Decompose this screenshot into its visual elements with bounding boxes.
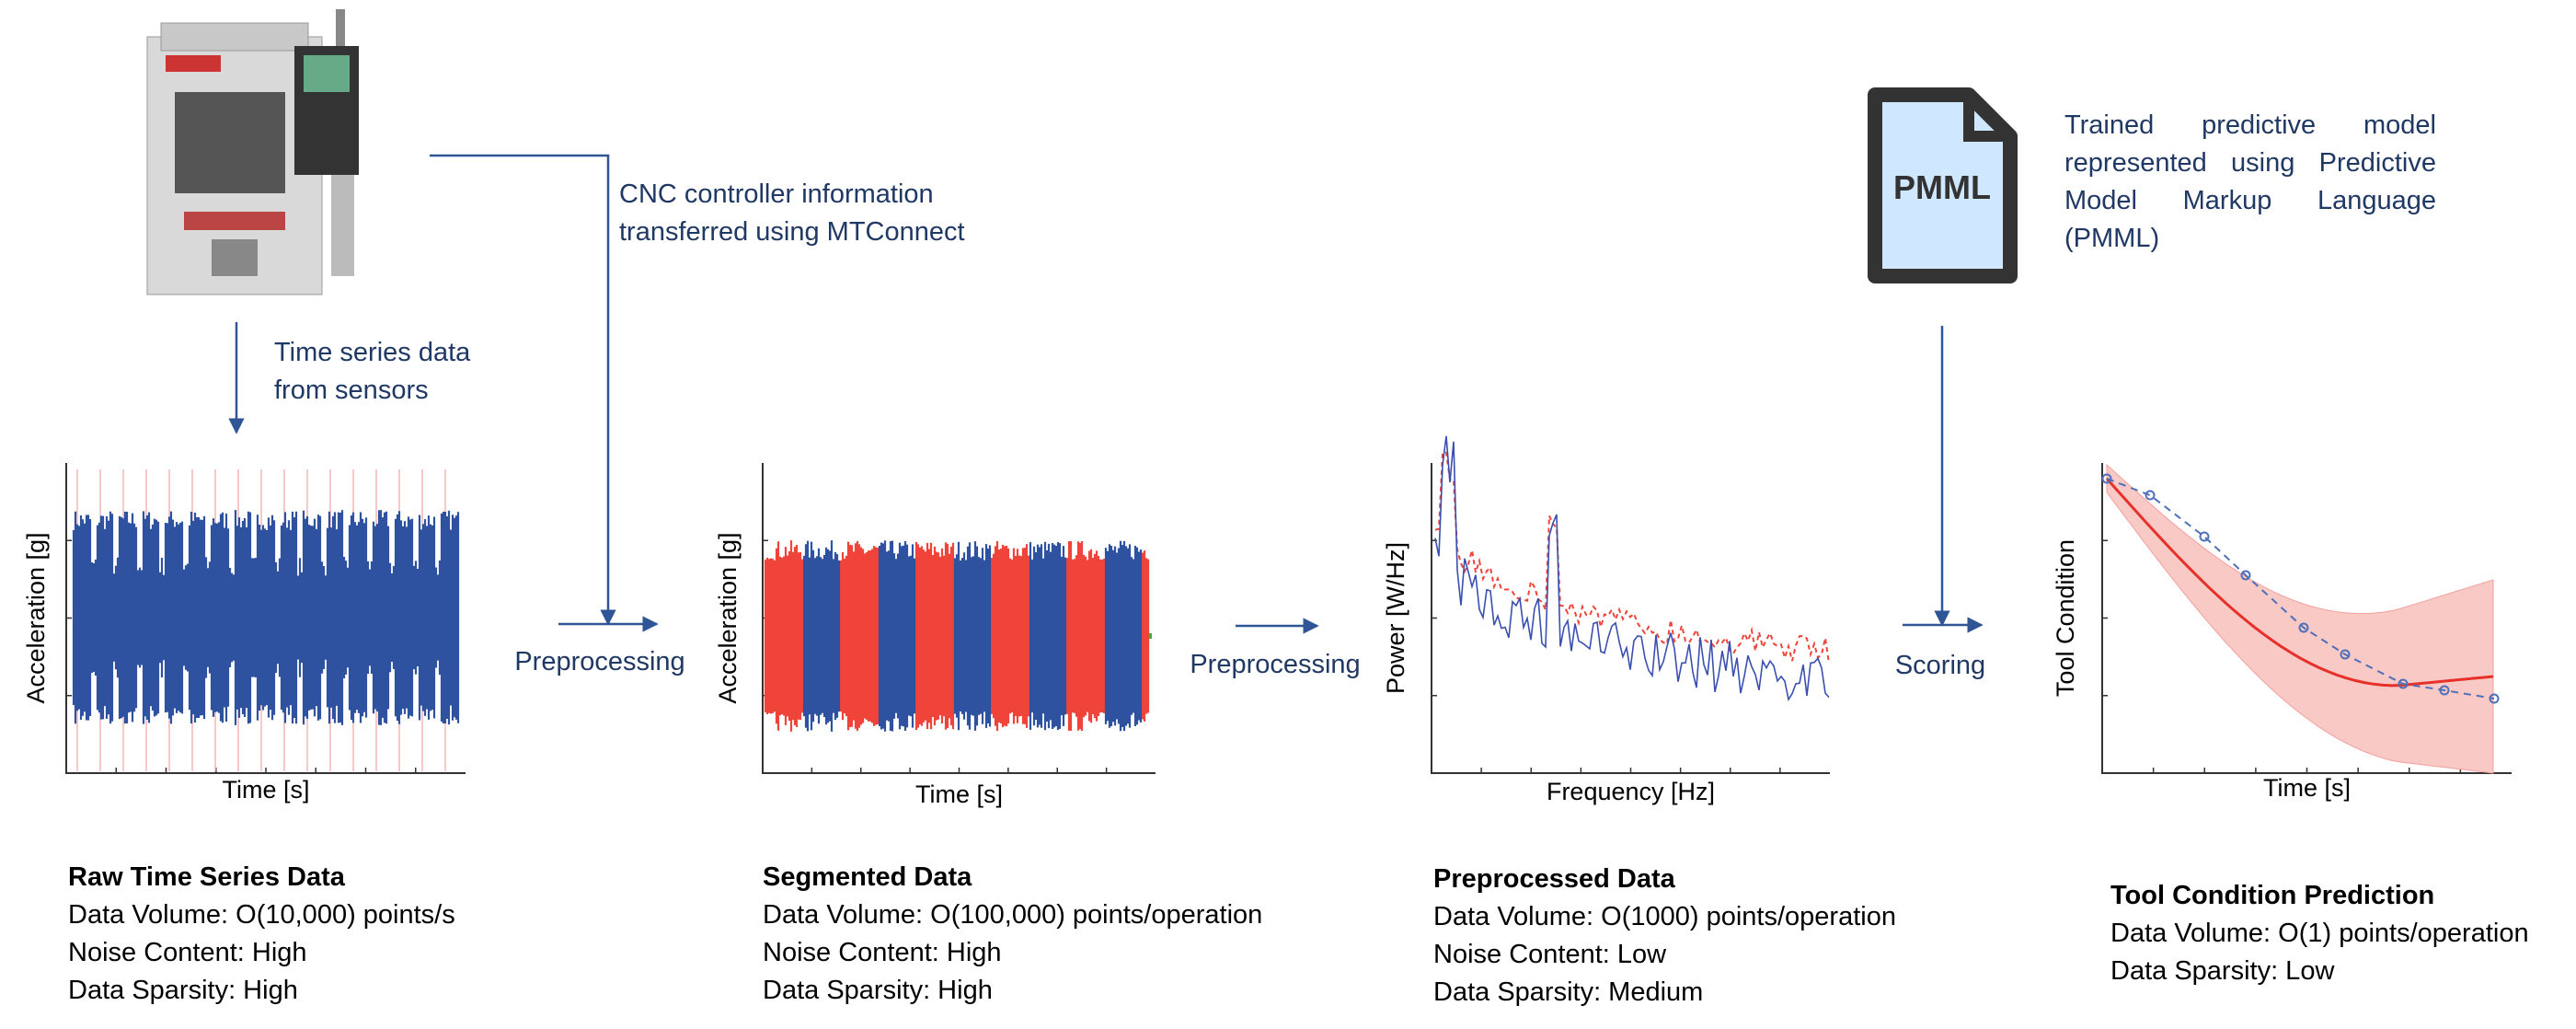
pmml-icon: PMML [1868, 87, 2018, 283]
x-axis-label: Frequency [Hz] [1547, 778, 1715, 805]
panel-title: Preprocessed Data [1433, 864, 1676, 894]
y-axis-label: Acceleration [g] [714, 532, 742, 703]
prediction-line [2105, 478, 2494, 688]
plot-axes [2101, 463, 2512, 774]
panel-line: Data Sparsity: Medium [1433, 977, 1703, 1007]
spectrum-smoothed [1434, 451, 1830, 664]
step-label: Preprocessing [514, 647, 684, 676]
y-axis-label: Tool Condition [2052, 539, 2079, 697]
x-axis-label: Time [s] [915, 780, 1003, 808]
segment-blue [802, 540, 1143, 732]
observed-point [2340, 649, 2351, 660]
plot-axes [1431, 463, 1830, 774]
observed-point [2298, 622, 2309, 633]
panel-line: Data Sparsity: High [68, 976, 298, 1005]
observed-line [2106, 478, 2495, 699]
observed-point [2489, 693, 2500, 704]
step-label: Scoring [1895, 651, 1985, 680]
panel-line: Noise Content: Low [1433, 940, 1667, 969]
observed-point [2439, 685, 2450, 696]
y-axis-label: Power [W/Hz] [1382, 542, 1409, 694]
pmml-note: Trained predictive model represented usi… [2064, 110, 2436, 253]
pmml-icon-label: PMML [1893, 168, 1991, 206]
observed-point [2240, 570, 2251, 581]
cnc-arrow [430, 154, 616, 626]
confidence-band [2106, 463, 2494, 774]
cnc-machine [146, 9, 359, 295]
sensor-note: Time series data [274, 338, 471, 367]
sensor-note: from sensors [274, 376, 429, 405]
raw-waveform [72, 510, 460, 725]
panel-line: Data Sparsity: High [763, 976, 993, 1005]
cnc-note: CNC controller information [619, 179, 934, 209]
panel-line: Noise Content: High [763, 938, 1002, 967]
panel-line: Data Volume: O(1) points/operation [2110, 919, 2529, 948]
panel-title: Raw Time Series Data [68, 862, 346, 892]
cnc-note: transferred using MTConnect [619, 217, 965, 247]
spectrum [1434, 435, 1830, 702]
panel-title: Segmented Data [763, 862, 972, 892]
panel-title: Tool Condition Prediction [2110, 881, 2434, 910]
plot-axes [762, 463, 1156, 774]
segment-red [764, 540, 1150, 732]
panel-line: Noise Content: High [68, 938, 307, 967]
panel-line: Data Volume: O(1000) points/operation [1433, 902, 1896, 931]
observed-point [2199, 531, 2210, 542]
observed-point [2145, 490, 2156, 501]
panel-line: Data Sparsity: Low [2110, 956, 2335, 986]
panel-line: Data Volume: O(10,000) points/s [68, 900, 455, 930]
x-axis-label: Time [s] [222, 776, 309, 804]
panel-line: Data Volume: O(100,000) points/operation [763, 900, 1262, 930]
step-label: Preprocessing [1190, 650, 1360, 679]
y-axis-label: Acceleration [g] [22, 532, 50, 703]
plot-axes [65, 463, 466, 774]
observed-point [2101, 473, 2112, 484]
observed-point [2398, 678, 2409, 689]
x-axis-label: Time [s] [2263, 774, 2351, 802]
